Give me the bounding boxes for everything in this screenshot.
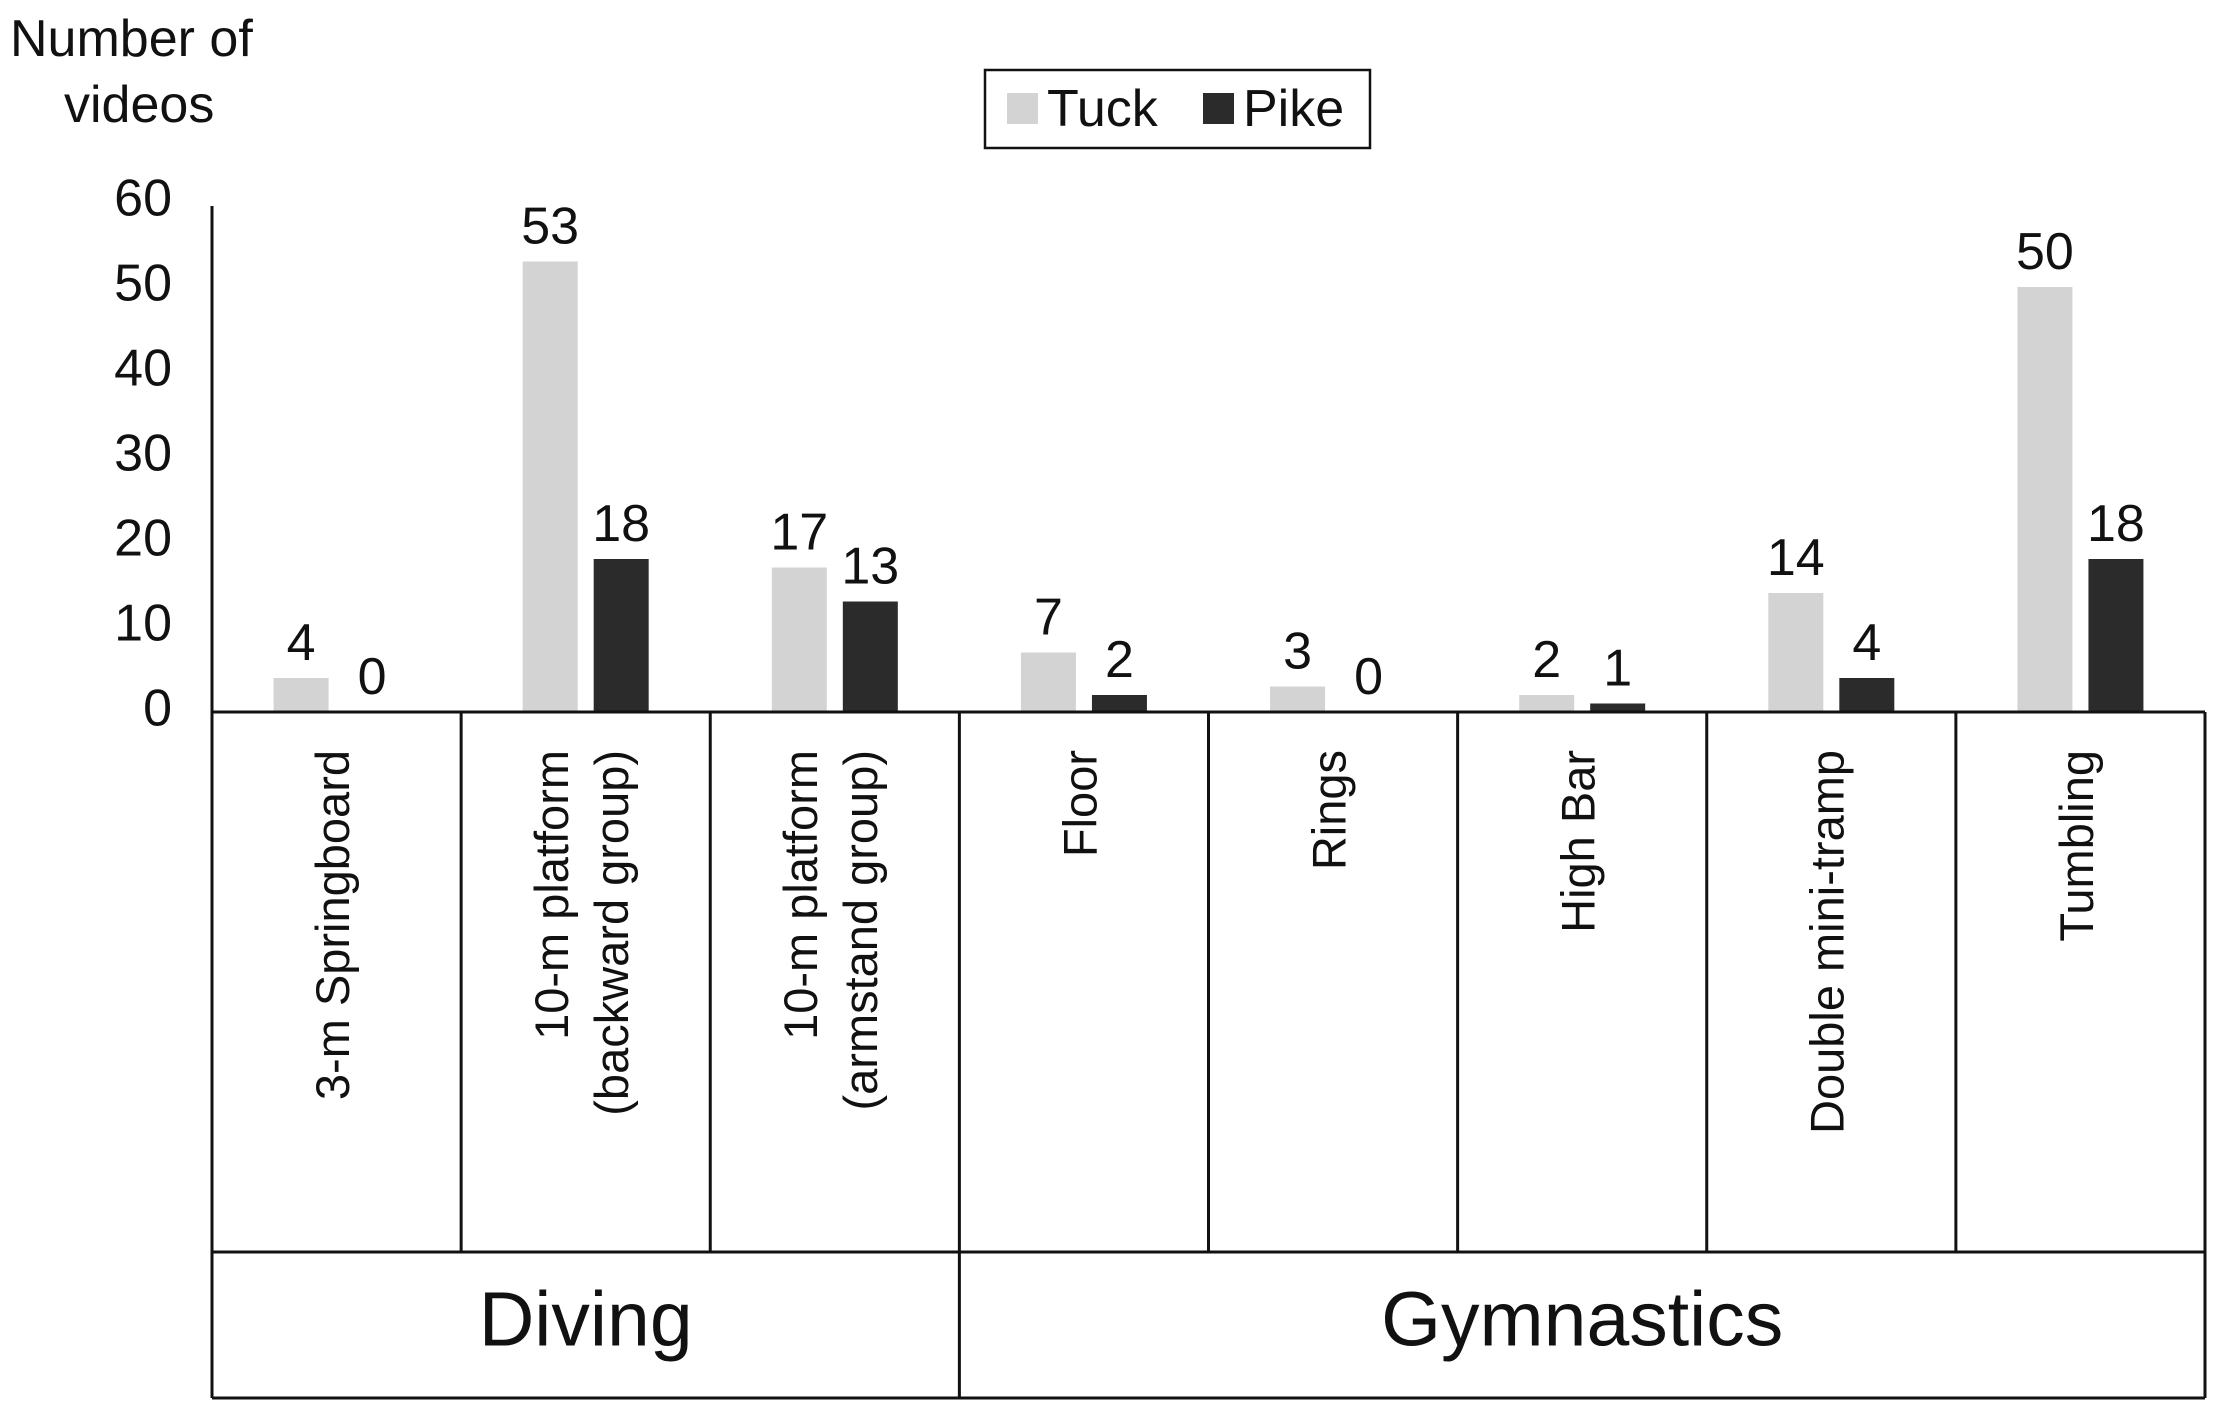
- category-label: Rings: [1302, 750, 1355, 870]
- data-label-tuck: 2: [1532, 631, 1561, 689]
- y-tick-label: 20: [114, 510, 172, 568]
- category-label: Tumbling: [2050, 750, 2103, 942]
- y-tick-label: 0: [143, 680, 172, 738]
- category-label: 3-m Springboard: [306, 750, 359, 1100]
- bar-tuck: [771, 567, 827, 712]
- data-label-pike: 13: [841, 538, 899, 596]
- bar-tuck: [522, 261, 578, 712]
- bar-pike: [2088, 559, 2144, 712]
- y-tick-label: 50: [114, 255, 172, 313]
- bar-pike: [1839, 678, 1895, 712]
- data-label-tuck: 17: [770, 504, 828, 562]
- data-label-tuck: 4: [287, 614, 316, 672]
- y-axis-ticks: 0 10 20 30 40 50 60: [114, 170, 172, 738]
- y-axis-title-line-1: Number of: [10, 10, 253, 68]
- bar-tuck: [273, 678, 329, 712]
- data-label-tuck: 53: [521, 198, 579, 256]
- data-label-tuck: 14: [1767, 529, 1825, 587]
- category-label: Double mini-tramp: [1801, 750, 1854, 1134]
- y-tick-label: 40: [114, 340, 172, 398]
- legend-box: [983, 68, 1372, 150]
- data-label-tuck: 50: [2016, 223, 2074, 281]
- category-label: (backward group): [585, 750, 638, 1116]
- bar-tuck: [1270, 686, 1326, 712]
- y-tick-label: 60: [114, 170, 172, 228]
- category-label: 10-m platform: [525, 750, 578, 1040]
- bar-pike: [842, 601, 898, 712]
- category-label: (armstand group): [834, 750, 887, 1111]
- group-label: Diving: [479, 1276, 693, 1362]
- data-label-pike: 18: [2087, 495, 2145, 553]
- data-label-pike: 4: [1852, 614, 1881, 672]
- category-label: Floor: [1053, 750, 1106, 857]
- data-label-tuck: 7: [1034, 589, 1063, 647]
- data-label-pike: 18: [592, 495, 650, 553]
- bar-pike: [1091, 695, 1147, 712]
- y-tick-label: 30: [114, 425, 172, 483]
- data-label-pike: 1: [1603, 640, 1632, 698]
- legend: Tuck Pike: [983, 68, 1372, 150]
- data-label-pike: 0: [358, 648, 387, 706]
- group-label: Gymnastics: [1381, 1276, 1783, 1362]
- bar-tuck: [1020, 652, 1076, 712]
- category-label: High Bar: [1552, 750, 1605, 933]
- data-label-pike: 0: [1354, 648, 1383, 706]
- bars: [273, 261, 2144, 712]
- bar-pike: [593, 559, 649, 712]
- data-label-tuck: 3: [1283, 623, 1312, 681]
- y-tick-label: 10: [114, 595, 172, 653]
- category-table: 3-m Springboard 10-m platform (backward gr…: [210, 710, 2207, 1400]
- legend-label-pike: Pike: [1243, 80, 1344, 138]
- bar-tuck: [2017, 287, 2073, 712]
- data-label-pike: 2: [1105, 631, 1134, 689]
- y-axis-title: Number of videos: [10, 10, 253, 134]
- legend-label-tuck: Tuck: [1047, 80, 1159, 138]
- y-axis-title-line-2: videos: [64, 76, 214, 134]
- bar-tuck: [1519, 695, 1575, 712]
- bar-tuck: [1768, 593, 1824, 712]
- bar-pike: [1590, 703, 1646, 712]
- legend-swatch-pike: [1203, 93, 1234, 124]
- legend-swatch-tuck: [1007, 93, 1038, 124]
- category-label: 10-m platform: [774, 750, 827, 1040]
